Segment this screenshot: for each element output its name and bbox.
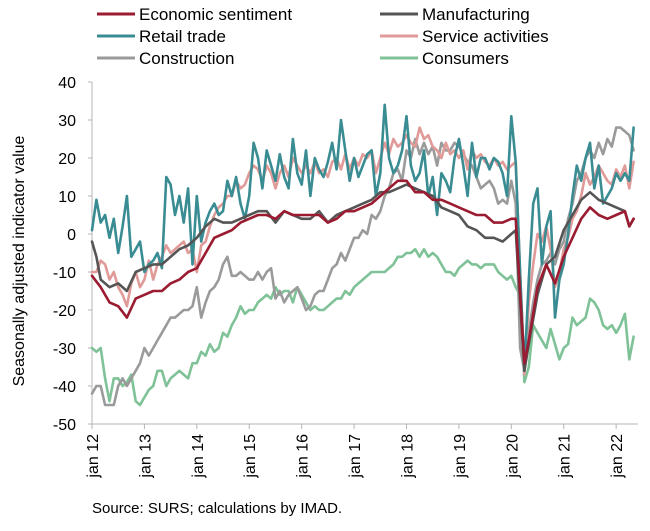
legend-label: Service activities (422, 27, 549, 46)
series-line-economic-sentiment (90, 179, 635, 365)
x-tick-label: jan 20 (504, 434, 521, 479)
y-tick-label: -50 (53, 417, 76, 434)
y-tick-label: 20 (58, 151, 76, 168)
x-tick-label: jan 15 (242, 434, 259, 479)
x-tick-label: jan 13 (137, 434, 154, 479)
series-line-retail-trade (90, 103, 635, 373)
y-axis: -50 -40 -30 -20 -10 0 10 20 30 40 (53, 75, 92, 434)
y-axis-title: Seasonally adjusted indicator value (11, 135, 28, 386)
y-tick-label: -10 (53, 265, 76, 282)
x-tick-label: jan 19 (452, 434, 469, 479)
y-tick-label: -30 (53, 341, 76, 358)
x-tick-label: jan 12 (85, 434, 102, 479)
series-line-construction (90, 126, 635, 407)
series-line-service-activities (90, 126, 635, 376)
legend-label: Retail trade (139, 27, 226, 46)
x-tick-label: jan 17 (347, 434, 364, 479)
series-line-manufacturing (90, 183, 635, 373)
y-tick-label: 10 (58, 189, 76, 206)
plot-frame (91, 82, 638, 425)
y-tick-label: 0 (67, 227, 76, 244)
y-tick-label: -40 (53, 379, 76, 396)
legend-label: Consumers (422, 49, 509, 68)
source-note: Source: SURS; calculations by IMAD. (92, 500, 343, 517)
legend: Economic sentiment Manufacturing Retail tr… (97, 5, 549, 68)
y-tick-label: -20 (53, 303, 76, 320)
y-tick-label: 30 (58, 113, 76, 130)
legend-label: Construction (139, 49, 234, 68)
x-tick-label: jan 21 (557, 434, 574, 479)
x-tick-label: jan 18 (399, 434, 416, 479)
y-tick-label: 40 (58, 75, 76, 92)
x-tick-label: jan 14 (190, 434, 207, 479)
legend-label: Manufacturing (422, 5, 530, 24)
x-tick-label: jan 22 (609, 434, 626, 479)
x-tick-label: jan 16 (295, 434, 312, 479)
series-line-consumers (90, 247, 635, 407)
series-layer (90, 103, 635, 407)
legend-label: Economic sentiment (139, 5, 292, 24)
x-axis: jan 12 jan 13 jan 14 jan 15 jan 16 jan 17 jan … (85, 424, 626, 479)
